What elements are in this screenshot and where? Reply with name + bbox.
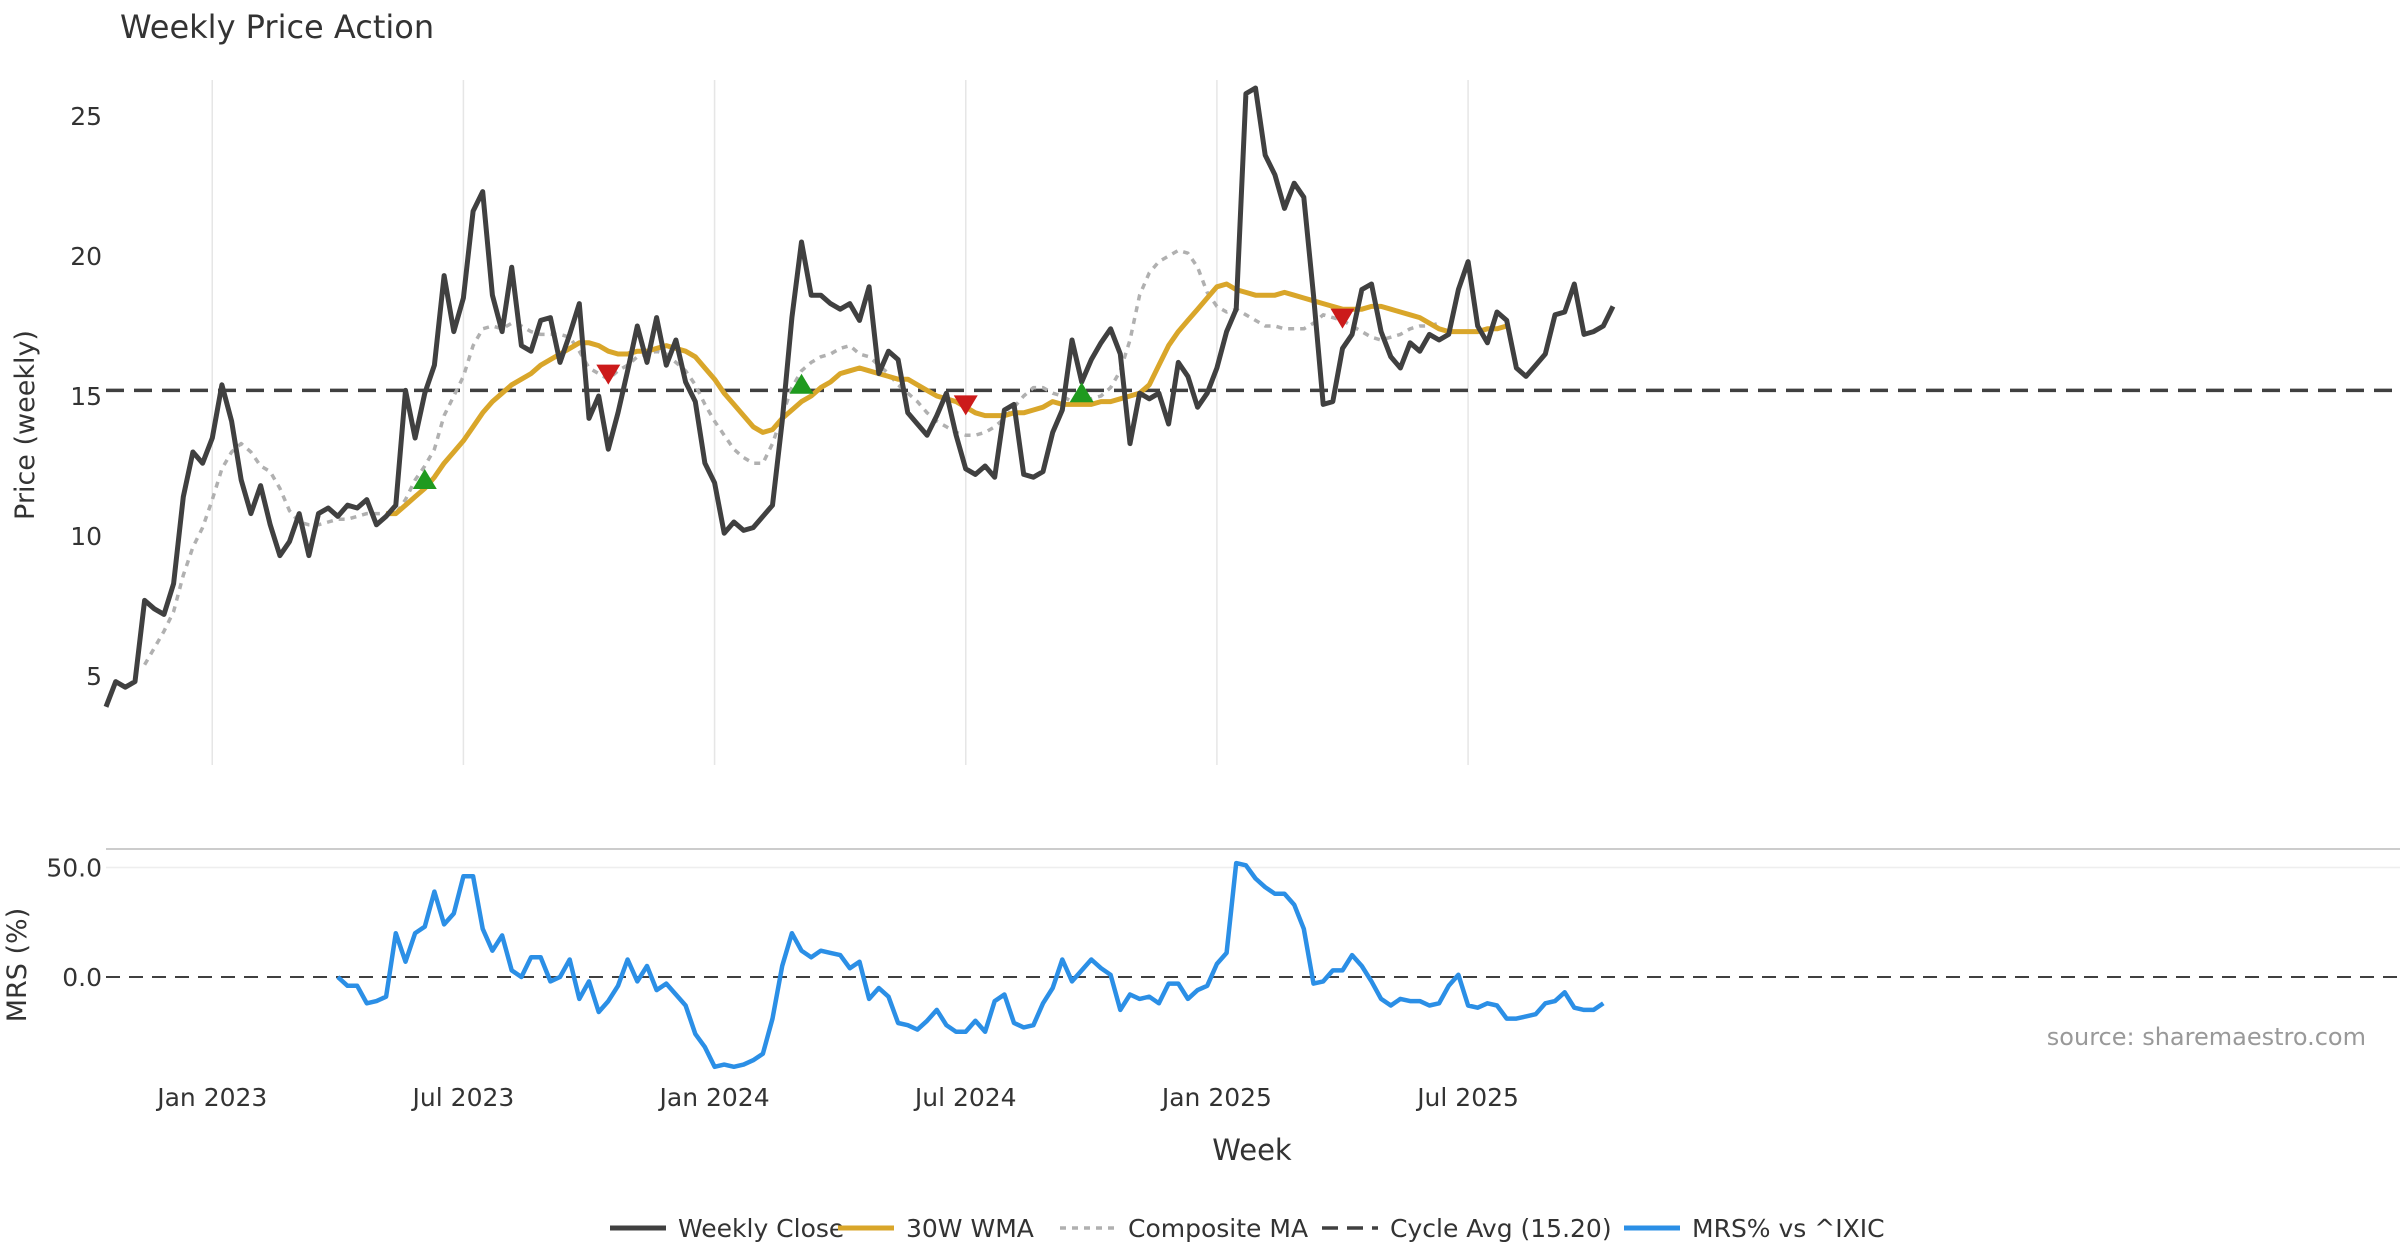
mrs-y-ticks: 50.0 0.0 xyxy=(46,854,102,993)
legend: Weekly Close 30W WMA Composite MA Cycle Avg… xyxy=(610,1214,1885,1243)
legend-label: Weekly Close xyxy=(678,1214,844,1243)
x-tick-label: Jan 2023 xyxy=(155,1083,267,1112)
mrs-y-label: MRS (%) xyxy=(2,908,33,1023)
legend-label: 30W WMA xyxy=(906,1214,1034,1243)
price-signals xyxy=(412,308,1355,489)
price-y-tick: 25 xyxy=(70,102,102,131)
legend-label: Cycle Avg (15.20) xyxy=(1390,1214,1612,1243)
x-tick-label: Jul 2023 xyxy=(411,1083,515,1112)
composite-ma-line xyxy=(143,248,1440,666)
buy-signal-marker xyxy=(789,373,814,394)
mrs-series xyxy=(106,860,2400,1070)
mrs-y-tick: 50.0 xyxy=(46,854,102,883)
legend-item: Composite MA xyxy=(1060,1214,1308,1243)
mrs-line xyxy=(336,860,1605,1070)
x-tick-label: Jan 2025 xyxy=(1160,1083,1272,1112)
sell-signal-marker xyxy=(1330,308,1355,329)
legend-label: MRS% vs ^IXIC xyxy=(1692,1214,1885,1243)
sell-signal-marker xyxy=(953,395,978,416)
price-y-label: Price (weekly) xyxy=(10,330,41,520)
legend-item: Weekly Close xyxy=(610,1214,844,1243)
x-tick-label: Jan 2024 xyxy=(658,1083,770,1112)
legend-item: Cycle Avg (15.20) xyxy=(1322,1214,1612,1243)
price-series xyxy=(103,85,2400,708)
price-y-tick: 15 xyxy=(70,382,102,411)
weekly-close-line xyxy=(103,85,1616,708)
legend-label: Composite MA xyxy=(1128,1214,1308,1243)
x-tick-label: Jul 2025 xyxy=(1415,1083,1519,1112)
chart-title: Weekly Price Action xyxy=(120,8,434,46)
price-y-ticks: 5 10 15 20 25 xyxy=(70,102,102,691)
buy-signal-marker xyxy=(1069,382,1094,403)
legend-item: 30W WMA xyxy=(838,1214,1034,1243)
buy-signal-marker xyxy=(412,469,437,489)
mrs-y-tick: 0.0 xyxy=(62,963,102,992)
source-note: source: sharemaestro.com xyxy=(2047,1023,2366,1051)
mrs-grid xyxy=(106,848,2400,869)
legend-item: MRS% vs ^IXIC xyxy=(1624,1214,1885,1243)
x-tick-labels: Jan 2023 Jul 2023 Jan 2024 Jul 2024 Jan 2025… xyxy=(155,1083,1519,1112)
price-y-tick: 5 xyxy=(86,662,102,691)
price-y-tick: 10 xyxy=(70,522,102,551)
sell-signal-marker xyxy=(596,364,621,385)
price-y-tick: 20 xyxy=(70,242,102,271)
x-tick-label: Jul 2024 xyxy=(913,1083,1017,1112)
x-axis-label: Week xyxy=(1212,1133,1292,1167)
